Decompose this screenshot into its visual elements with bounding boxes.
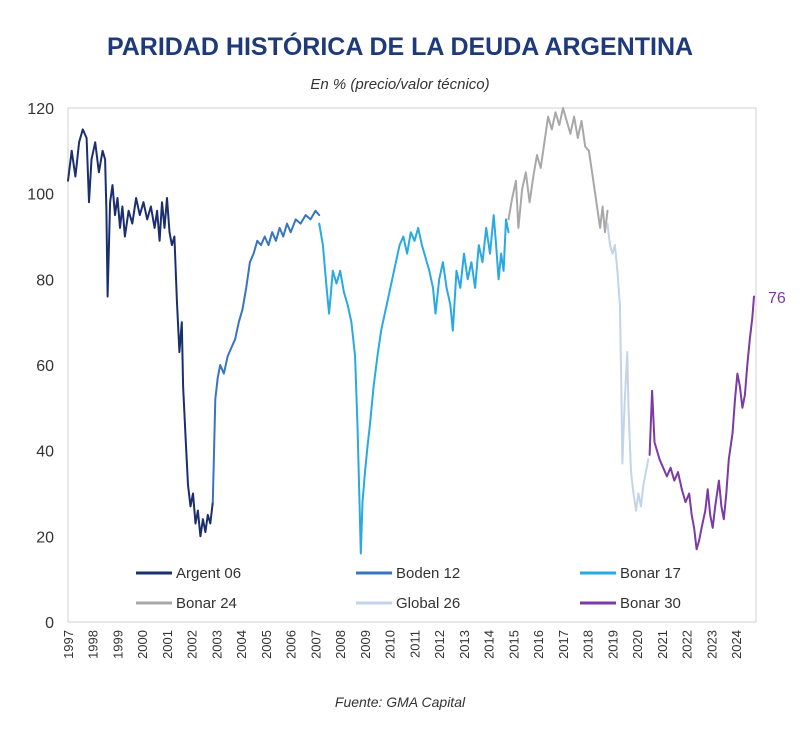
x-tick-label: 1998 <box>86 630 101 659</box>
x-tick-label: 2024 <box>729 630 744 659</box>
y-tick-label: 40 <box>36 444 54 461</box>
x-tick-label: 2005 <box>259 630 274 659</box>
series-line-6 <box>648 295 755 551</box>
x-tick-label: 2021 <box>655 630 670 659</box>
x-tick-label: 2017 <box>556 630 571 659</box>
series-line-1 <box>67 128 214 538</box>
x-tick-label: 2018 <box>581 630 596 659</box>
legend-label: Bonar 24 <box>176 595 237 612</box>
y-tick-label: 60 <box>36 358 54 375</box>
x-tick-label: 2013 <box>457 630 472 659</box>
y-axis: 0 20 40 60 80 100 120 <box>27 101 54 632</box>
x-tick-label: 2014 <box>482 630 497 659</box>
series-lines <box>67 107 755 555</box>
x-tick-label: 2007 <box>308 630 323 659</box>
legend-label: Bonar 17 <box>620 565 681 582</box>
legend-label: Global 26 <box>396 595 460 612</box>
x-tick-label: 2020 <box>630 630 645 659</box>
x-tick-label: 1999 <box>110 630 125 659</box>
y-tick-label: 0 <box>45 615 54 632</box>
x-tick-label: 2010 <box>383 630 398 659</box>
legend-item: Argent 06 <box>136 565 241 582</box>
y-tick-label: 100 <box>27 187 54 204</box>
legend: Argent 06 Boden 12 Bonar 17 Bonar 24 Global … <box>136 565 681 612</box>
chart-subtitle: En % (precio/valor técnico) <box>310 76 489 93</box>
series-line-3 <box>318 214 510 555</box>
legend-item: Bonar 24 <box>136 595 237 612</box>
x-tick-label: 2009 <box>358 630 373 659</box>
x-tick-label: 2008 <box>333 630 348 659</box>
x-tick-label: 2016 <box>531 630 546 659</box>
series-line-2 <box>211 209 321 504</box>
source-note: Fuente: GMA Capital <box>335 694 466 710</box>
y-tick-label: 120 <box>27 101 54 118</box>
x-tick-label: 2011 <box>407 630 422 658</box>
series-line-4 <box>507 107 609 234</box>
plot-border <box>67 107 757 623</box>
y-tick-label: 20 <box>36 529 54 546</box>
x-tick-label: 1997 <box>61 630 76 659</box>
plot-frame <box>67 107 757 623</box>
x-tick-label: 2015 <box>506 630 521 659</box>
legend-label: Argent 06 <box>176 565 241 582</box>
x-tick-label: 2000 <box>135 630 150 659</box>
x-tick-label: 2003 <box>209 630 224 659</box>
x-tick-label: 2004 <box>234 630 249 659</box>
legend-item: Boden 12 <box>356 565 460 582</box>
x-tick-label: 2002 <box>185 630 200 659</box>
x-tick-label: 2012 <box>432 630 447 659</box>
legend-label: Boden 12 <box>396 565 460 582</box>
x-axis: 1997 1998 1999 2000 2001 2002 2003 2004 2005 2006… <box>61 630 744 659</box>
legend-item: Bonar 17 <box>580 565 681 582</box>
x-tick-label: 2019 <box>605 630 620 659</box>
legend-item: Global 26 <box>356 595 460 612</box>
chart-title: PARIDAD HISTÓRICA DE LA DEUDA ARGENTINA <box>107 31 693 61</box>
x-tick-label: 2006 <box>284 630 299 659</box>
y-tick-label: 80 <box>36 272 54 289</box>
end-value-label: 76 <box>768 290 786 307</box>
x-tick-label: 2001 <box>160 630 175 659</box>
x-tick-label: 2023 <box>704 630 719 659</box>
legend-label: Bonar 30 <box>620 595 681 612</box>
x-tick-label: 2022 <box>680 630 695 659</box>
series-line-5 <box>606 222 650 512</box>
legend-item: Bonar 30 <box>580 595 681 612</box>
